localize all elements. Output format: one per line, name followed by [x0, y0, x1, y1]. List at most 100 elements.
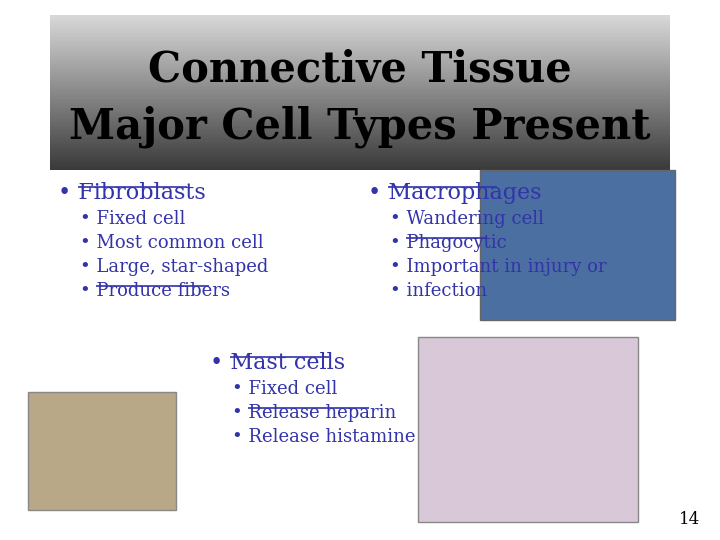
- Bar: [50, 35, 670, 36]
- Bar: [50, 69, 670, 71]
- Bar: [50, 94, 670, 95]
- Bar: [50, 38, 670, 39]
- Bar: [50, 132, 670, 134]
- Bar: [50, 161, 670, 162]
- Bar: [50, 65, 670, 66]
- Bar: [50, 114, 670, 116]
- Bar: [50, 92, 670, 94]
- Bar: [50, 103, 670, 104]
- Bar: [50, 117, 670, 118]
- Bar: [50, 108, 670, 109]
- Bar: [50, 73, 670, 75]
- Bar: [50, 156, 670, 157]
- Bar: [50, 135, 670, 137]
- Bar: [50, 124, 670, 125]
- Bar: [50, 54, 670, 55]
- Text: • Wandering cell: • Wandering cell: [390, 210, 544, 228]
- Bar: [50, 145, 670, 147]
- Bar: [50, 107, 670, 108]
- Bar: [50, 63, 670, 64]
- Bar: [50, 46, 670, 48]
- Bar: [50, 113, 670, 114]
- Bar: [50, 71, 670, 72]
- Bar: [50, 104, 670, 105]
- Bar: [50, 58, 670, 59]
- Bar: [50, 19, 670, 20]
- Bar: [50, 109, 670, 111]
- Text: Major Cell Types Present: Major Cell Types Present: [69, 105, 651, 148]
- Bar: [50, 56, 670, 58]
- Bar: [50, 33, 670, 35]
- Bar: [50, 158, 670, 160]
- Bar: [50, 129, 670, 130]
- Bar: [50, 68, 670, 69]
- Bar: [50, 143, 670, 144]
- Bar: [50, 86, 670, 87]
- Bar: [50, 84, 670, 85]
- Bar: [50, 52, 670, 54]
- Bar: [50, 99, 670, 100]
- Bar: [50, 55, 670, 56]
- Bar: [50, 29, 670, 30]
- Bar: [50, 151, 670, 152]
- Bar: [50, 43, 670, 45]
- Bar: [50, 90, 670, 91]
- Bar: [50, 25, 670, 26]
- Bar: [50, 49, 670, 50]
- FancyBboxPatch shape: [418, 337, 638, 522]
- Bar: [50, 50, 670, 51]
- Text: • Release heparin: • Release heparin: [232, 404, 396, 422]
- Bar: [50, 102, 670, 103]
- Text: • Fibroblasts: • Fibroblasts: [58, 182, 206, 204]
- Bar: [50, 111, 670, 112]
- Bar: [50, 148, 670, 150]
- Text: • infection: • infection: [390, 282, 487, 300]
- Bar: [50, 20, 670, 22]
- Bar: [50, 134, 670, 135]
- Bar: [50, 150, 670, 151]
- Text: Connective Tissue: Connective Tissue: [148, 48, 572, 90]
- Bar: [50, 24, 670, 25]
- Bar: [50, 168, 670, 170]
- Bar: [50, 36, 670, 37]
- Bar: [50, 116, 670, 117]
- Bar: [50, 96, 670, 98]
- Bar: [50, 100, 670, 102]
- Text: • Most common cell: • Most common cell: [80, 234, 264, 252]
- Bar: [50, 77, 670, 78]
- Bar: [50, 91, 670, 92]
- Bar: [50, 41, 670, 42]
- Bar: [50, 167, 670, 168]
- Bar: [50, 137, 670, 138]
- Bar: [50, 28, 670, 29]
- Bar: [50, 76, 670, 77]
- Bar: [50, 39, 670, 41]
- Text: • Large, star-shaped: • Large, star-shaped: [80, 258, 269, 276]
- Bar: [50, 126, 670, 127]
- Bar: [50, 112, 670, 113]
- Bar: [50, 66, 670, 68]
- Bar: [50, 153, 670, 154]
- Text: • Mast cells: • Mast cells: [210, 352, 345, 374]
- Bar: [50, 122, 670, 124]
- Bar: [50, 23, 670, 24]
- Text: • Release histamine: • Release histamine: [232, 428, 415, 446]
- Bar: [50, 18, 670, 19]
- Bar: [50, 125, 670, 126]
- Bar: [50, 154, 670, 156]
- Bar: [50, 72, 670, 73]
- Bar: [50, 121, 670, 122]
- Bar: [50, 51, 670, 52]
- Bar: [50, 165, 670, 166]
- Bar: [50, 140, 670, 141]
- Bar: [50, 16, 670, 18]
- Bar: [50, 85, 670, 86]
- FancyBboxPatch shape: [28, 392, 176, 510]
- Bar: [50, 37, 670, 38]
- Bar: [50, 81, 670, 82]
- Bar: [50, 162, 670, 164]
- Bar: [50, 164, 670, 165]
- Bar: [50, 160, 670, 161]
- Bar: [50, 26, 670, 28]
- Bar: [50, 144, 670, 145]
